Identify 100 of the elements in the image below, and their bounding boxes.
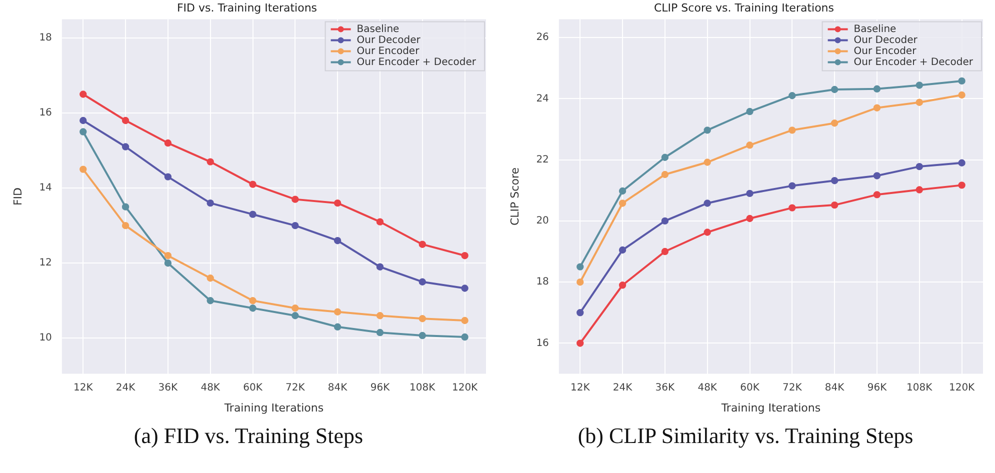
point (164, 252, 172, 260)
point (291, 222, 298, 230)
point (703, 126, 710, 134)
point (206, 274, 214, 282)
y-tick-label: 14 (38, 182, 52, 194)
point (660, 248, 668, 256)
point (248, 180, 256, 188)
x-tick-label: 24K (115, 382, 136, 394)
x-tick-label: 48K (697, 382, 717, 394)
point (660, 154, 668, 161)
x-tick-label: 36K (158, 382, 178, 394)
y-tick-label: 18 (38, 32, 52, 44)
point (248, 304, 256, 312)
x-tick-label: 48K (200, 382, 220, 394)
y-tick-label: 18 (536, 276, 548, 288)
point (164, 139, 172, 147)
point (206, 297, 214, 304)
point (418, 278, 426, 286)
point (788, 92, 796, 100)
point (958, 91, 965, 99)
point (618, 246, 626, 254)
x-tick-label: 36K (654, 382, 675, 394)
point (121, 116, 129, 124)
point (121, 222, 129, 230)
x-tick-label: 72K (782, 382, 802, 394)
point (418, 315, 426, 322)
point (618, 187, 626, 195)
y-tick-label: 20 (536, 216, 548, 227)
point (376, 218, 384, 226)
point (291, 312, 298, 320)
x-tick-label: 120K (451, 382, 478, 394)
y-tick-label: 16 (536, 338, 548, 349)
point (333, 308, 341, 316)
point (121, 203, 129, 210)
point (164, 173, 172, 180)
point (576, 340, 584, 347)
x-tick-label: 108K (409, 382, 436, 394)
point (206, 199, 214, 207)
point (333, 236, 341, 244)
point (248, 297, 256, 304)
y-axis-title: FID (10, 187, 24, 206)
legend-label: Our Decoder (356, 34, 421, 46)
y-axis-title: CLIP Score (508, 167, 521, 226)
x-tick-label: 12K (570, 382, 590, 394)
point (206, 158, 214, 166)
y-tick-label: 12 (38, 258, 52, 269)
point (418, 240, 426, 248)
point (958, 159, 965, 166)
point (830, 201, 838, 209)
point (376, 328, 384, 336)
point (872, 85, 880, 92)
x-tick-label: 96K (866, 382, 887, 394)
point (703, 200, 710, 207)
point (830, 120, 838, 127)
point (618, 200, 626, 207)
point (830, 177, 838, 184)
point (660, 170, 668, 178)
point (460, 252, 468, 260)
point (872, 172, 880, 180)
point (79, 116, 86, 124)
point (333, 199, 341, 207)
point (830, 86, 838, 94)
point (872, 191, 880, 198)
point (291, 196, 298, 203)
point (576, 263, 584, 270)
point (121, 143, 129, 150)
chart-title: CLIP Score vs. Training Iterations (653, 1, 834, 14)
legend-label: Our Encoder (853, 46, 917, 57)
x-tick-label: 12K (72, 382, 93, 394)
x-tick-label: 96K (370, 382, 390, 394)
x-tick-label: 24K (612, 382, 632, 394)
x-axis-title: Training Iterations (720, 401, 820, 414)
point (703, 158, 710, 166)
legend-label: Our Encoder (356, 46, 420, 57)
x-tick-label: 60K (740, 382, 760, 394)
point (746, 190, 753, 198)
point (418, 332, 426, 340)
x-tick-label: 84K (327, 382, 348, 394)
y-tick-label: 16 (38, 108, 52, 119)
point (788, 126, 796, 134)
point (915, 186, 922, 194)
point (460, 316, 468, 324)
point (333, 323, 341, 330)
text: (b) CLIP Similarity vs. Training Steps (578, 423, 914, 449)
point (915, 82, 922, 89)
x-axis-title: Training Iterations (222, 401, 324, 414)
legend-label: Our Encoder + Decoder (356, 56, 476, 68)
point (576, 278, 584, 286)
point (79, 166, 86, 173)
point (958, 182, 965, 189)
point (703, 228, 710, 236)
point (79, 90, 86, 98)
point (958, 77, 965, 85)
legend-label: Baseline (853, 24, 896, 35)
y-tick-label: 26 (536, 32, 548, 44)
point (915, 162, 922, 170)
point (576, 309, 584, 316)
point (788, 204, 796, 212)
y-tick-label: 24 (536, 93, 548, 104)
legend-label: Our Encoder + Decoder (853, 56, 974, 68)
